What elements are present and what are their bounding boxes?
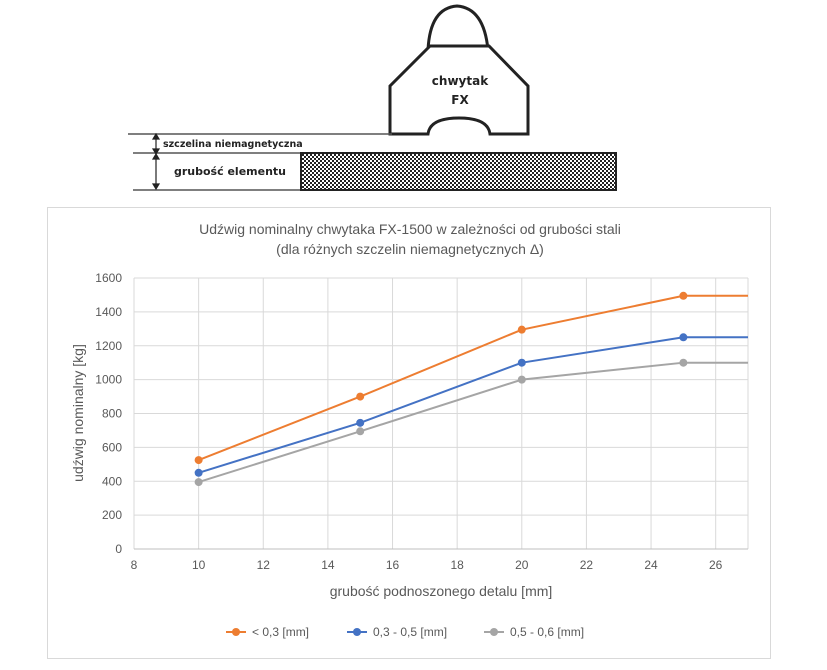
x-axis-title: grubość podnoszonego detalu [mm] <box>330 583 553 599</box>
data-point <box>517 325 526 334</box>
legend-item: < 0,3 [mm] <box>226 625 309 639</box>
chart-title-line2: (dla różnych szczelin niemagnetycznych Δ… <box>276 241 544 257</box>
chart-title-line1: Udźwig nominalny chwytaka FX-1500 w zale… <box>199 221 621 237</box>
x-tick-labels: 8 10 12 14 16 18 20 22 24 26 <box>131 558 723 572</box>
gripper-diagram: chwytak FX szczelina niemagnetyczna grub… <box>128 4 617 191</box>
legend-label: 0,5 - 0,6 [mm] <box>510 625 584 639</box>
x-tick-label: 20 <box>515 558 529 572</box>
data-point <box>679 358 688 367</box>
chart-frame: Udźwig nominalny chwytaka FX-1500 w zale… <box>47 207 771 659</box>
legend-marker <box>232 628 240 636</box>
data-point <box>517 375 526 384</box>
y-tick-label: 1400 <box>95 305 122 319</box>
data-point <box>679 333 688 342</box>
series-2 <box>194 333 748 477</box>
x-tick-label: 16 <box>386 558 400 572</box>
x-tick-label: 22 <box>580 558 594 572</box>
y-tick-label: 800 <box>102 407 122 421</box>
x-tick-label: 8 <box>131 558 138 572</box>
thickness-label: grubość elementu <box>174 165 286 178</box>
steel-element <box>300 152 617 191</box>
data-point <box>194 478 203 487</box>
y-tick-label: 0 <box>115 542 122 556</box>
gap-dimension-arrow <box>151 132 161 156</box>
series-line <box>198 294 748 462</box>
y-gridlines <box>134 277 748 550</box>
gripper-label-line2: FX <box>451 93 469 107</box>
thickness-dimension-arrow <box>151 152 161 191</box>
x-tick-label: 26 <box>709 558 723 572</box>
y-tick-label: 600 <box>102 440 122 454</box>
legend: < 0,3 [mm] 0,3 - 0,5 [mm] 0,5 - 0,6 [mm] <box>226 625 584 639</box>
y-tick-labels: 0 200 400 600 800 1000 1200 1400 1600 <box>95 271 122 556</box>
legend-label: < 0,3 [mm] <box>252 625 309 639</box>
line-chart: Udźwig nominalny chwytaka FX-1500 w zale… <box>70 221 749 639</box>
y-tick-label: 1000 <box>95 373 122 387</box>
data-point <box>194 468 203 477</box>
legend-item: 0,5 - 0,6 [mm] <box>484 625 584 639</box>
series-layer <box>194 291 748 487</box>
y-tick-label: 1200 <box>95 339 122 353</box>
x-tick-label: 24 <box>644 558 658 572</box>
legend-label: 0,3 - 0,5 [mm] <box>373 625 447 639</box>
data-point <box>356 418 365 427</box>
y-tick-label: 1600 <box>95 271 122 285</box>
legend-item: 0,3 - 0,5 [mm] <box>347 625 447 639</box>
series-3 <box>194 358 748 487</box>
data-point <box>517 358 526 367</box>
legend-marker <box>353 628 361 636</box>
data-point <box>679 291 688 300</box>
series-1 <box>194 291 748 465</box>
x-tick-label: 18 <box>450 558 464 572</box>
data-point <box>356 427 365 436</box>
y-tick-label: 200 <box>102 508 122 522</box>
legend-marker <box>490 628 498 636</box>
x-tick-label: 12 <box>257 558 271 572</box>
gap-label: szczelina niemagnetyczna <box>163 139 303 150</box>
data-point <box>194 456 203 465</box>
gripper-label-line1: chwytak <box>432 74 489 88</box>
gripper-dome <box>426 4 490 52</box>
data-point <box>356 392 365 401</box>
series-line <box>198 336 748 474</box>
x-tick-label: 14 <box>321 558 335 572</box>
gripper-body <box>388 44 530 136</box>
x-tick-label: 10 <box>192 558 206 572</box>
y-axis-title: udźwig nominalny [kg] <box>70 344 86 482</box>
y-tick-label: 400 <box>102 474 122 488</box>
